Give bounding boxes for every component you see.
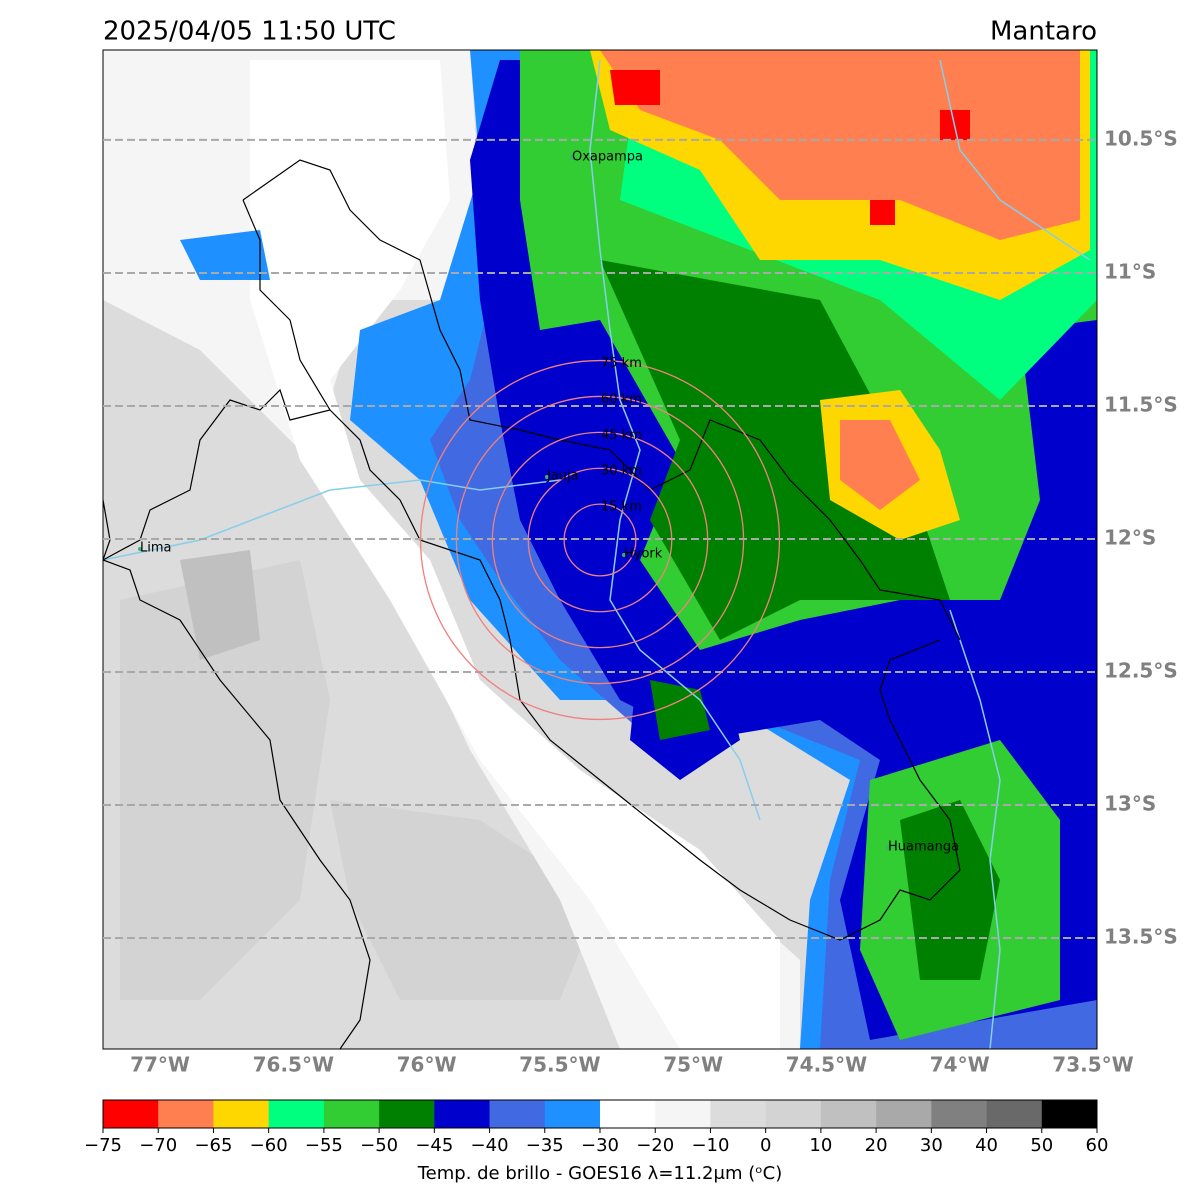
colorbar-bin (655, 1100, 711, 1128)
colorbar-tick-label: 20 (865, 1135, 888, 1156)
satellite-imagery (103, 50, 1097, 1049)
colorbar-tick-label: −70 (139, 1135, 177, 1156)
colorbar-tick-label: 10 (809, 1135, 832, 1156)
place-label: Oxapampa (572, 150, 643, 165)
range-ring (491, 431, 709, 649)
colorbar-bin (820, 1100, 877, 1128)
lon-label: 76°W (397, 1053, 457, 1077)
river (939, 59, 1091, 261)
colorbar-tick-label: 30 (920, 1135, 943, 1156)
colorbar-bin (986, 1100, 1043, 1128)
lat-label: 13.5°S (1104, 925, 1178, 949)
place-label: Huamanga (888, 840, 959, 855)
colorbar-tick-label: 60 (1086, 1135, 1109, 1156)
range-ring (455, 395, 745, 685)
river (103, 479, 561, 561)
colorbar-tick-label: 0 (760, 1135, 771, 1156)
colorbar-bin (213, 1100, 269, 1128)
colorbar-tick-label: −35 (526, 1135, 564, 1156)
lat-label: 12°S (1104, 525, 1156, 549)
cloud-region (600, 50, 1080, 240)
border (103, 199, 331, 561)
colorbar-bin (103, 1100, 159, 1128)
colorbar-bin (544, 1100, 601, 1128)
colorbar-tick-label: −55 (305, 1135, 343, 1156)
ring-label: 15 km (601, 500, 642, 515)
place-marker (622, 553, 626, 557)
colorbar-bin (710, 1100, 766, 1128)
title-right: Mantaro (990, 17, 1097, 47)
lon-label: 73.5°W (1052, 1053, 1133, 1077)
river (949, 609, 1001, 1049)
colorbar-bin (434, 1100, 490, 1128)
place-marker (138, 547, 142, 551)
colorbar-tick-label: 50 (1030, 1135, 1053, 1156)
lon-label: 75°W (663, 1053, 723, 1077)
colorbar-tick-label: 40 (975, 1135, 998, 1156)
colorbar-tick-label: −50 (360, 1135, 398, 1156)
cloud-region (180, 230, 270, 280)
colorbar-bin (600, 1100, 656, 1128)
colorbar-bin (1041, 1100, 1098, 1128)
lon-label: 75.5°W (519, 1053, 600, 1077)
colorbar-tick-label: −45 (415, 1135, 453, 1156)
colorbar-tick-label: −75 (84, 1135, 122, 1156)
place-label: Hyork (624, 547, 663, 562)
cloud-region (870, 200, 895, 225)
lat-label: 10.5°S (1104, 126, 1178, 150)
place-marker (886, 846, 890, 850)
colorbar-tick-label: −40 (471, 1135, 509, 1156)
colorbar-tick-label: −60 (250, 1135, 288, 1156)
place-marker (545, 475, 549, 479)
place-label: Jauja (546, 469, 579, 484)
coastline (103, 499, 371, 1049)
lon-label: 77°W (130, 1053, 190, 1077)
river (589, 59, 761, 821)
border (242, 159, 961, 641)
cloud-region (600, 260, 950, 640)
lon-label: 76.5°W (253, 1053, 334, 1077)
colorbar-tick-label: −20 (636, 1135, 674, 1156)
colorbar-tick-label: −30 (581, 1135, 619, 1156)
colorbar-bin (765, 1100, 822, 1128)
cloud-region (330, 800, 600, 1000)
lon-label: 74.5°W (786, 1053, 867, 1077)
lat-label: 12.5°S (1104, 659, 1178, 683)
cloud-region (120, 560, 330, 1000)
range-ring (563, 503, 637, 577)
ring-label: 75 km (601, 356, 642, 371)
cloud-region (840, 420, 920, 510)
lat-label: 11°S (1104, 259, 1156, 283)
range-ring (419, 359, 781, 721)
range-ring (527, 467, 673, 613)
ring-label: 45 km (601, 428, 642, 443)
cloud-region (900, 800, 1000, 980)
colorbar-bin (876, 1100, 932, 1128)
colorbar-bin (489, 1100, 546, 1128)
colorbar-bin (379, 1100, 435, 1128)
lat-label: 13°S (1104, 792, 1156, 816)
ring-label: 60 km (601, 392, 642, 407)
title-left: 2025/04/05 11:50 UTC (103, 17, 396, 47)
lat-label: 11.5°S (1104, 392, 1178, 416)
colorbar-tick-label: −10 (691, 1135, 729, 1156)
colorbar-tick-label: −65 (194, 1135, 232, 1156)
border (329, 409, 961, 941)
cloud-region (250, 60, 780, 1049)
ring-label: 30 km (601, 464, 642, 479)
colorbar-bin (931, 1100, 987, 1128)
colorbar-bin (268, 1100, 325, 1128)
place-label: Lima (140, 541, 171, 556)
place-marker (570, 156, 574, 160)
lon-label: 74°W (930, 1053, 990, 1077)
colorbar-bin (158, 1100, 214, 1128)
map-lines (103, 59, 1091, 1049)
cloud-region (610, 70, 660, 105)
colorbar-label: Temp. de brillo - GOES16 λ=11.2μm (ᵒC) (417, 1163, 783, 1184)
cloud-region (180, 550, 260, 660)
colorbar-bin (323, 1100, 380, 1128)
map-frame (102, 49, 1098, 1050)
